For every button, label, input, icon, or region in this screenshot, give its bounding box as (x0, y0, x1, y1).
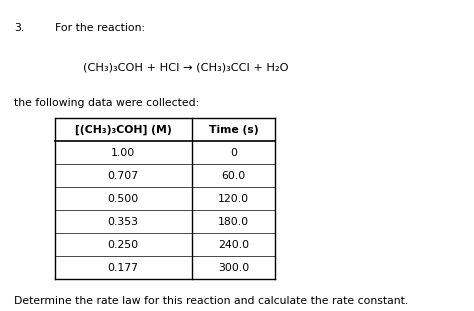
Text: [(CH₃)₃COH] (M): [(CH₃)₃COH] (M) (75, 124, 172, 135)
Text: 120.0: 120.0 (218, 194, 249, 204)
Text: 240.0: 240.0 (218, 240, 249, 250)
Text: 300.0: 300.0 (218, 263, 249, 273)
Text: 3.: 3. (14, 23, 25, 33)
Text: 1.00: 1.00 (111, 148, 136, 158)
Text: 0.250: 0.250 (108, 240, 139, 250)
Text: (CH₃)₃COH + HCl → (CH₃)₃CCl + H₂O: (CH₃)₃COH + HCl → (CH₃)₃CCl + H₂O (83, 62, 289, 72)
Text: Determine the rate law for this reaction and calculate the rate constant.: Determine the rate law for this reaction… (14, 296, 409, 306)
Text: 0.177: 0.177 (108, 263, 139, 273)
Text: the following data were collected:: the following data were collected: (14, 98, 200, 108)
Text: 0: 0 (230, 148, 237, 158)
Text: 0.353: 0.353 (108, 217, 139, 227)
Text: 0.500: 0.500 (108, 194, 139, 204)
Text: Time (s): Time (s) (209, 125, 258, 135)
Text: For the reaction:: For the reaction: (55, 23, 145, 33)
Text: 0.707: 0.707 (108, 171, 139, 181)
Text: 60.0: 60.0 (221, 171, 246, 181)
Text: 180.0: 180.0 (218, 217, 249, 227)
